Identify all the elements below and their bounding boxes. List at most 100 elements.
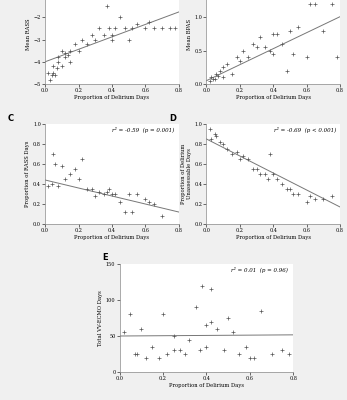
Point: [101, 191, 106, 197]
Point: [321, 196, 326, 202]
Point: [109, 191, 115, 197]
Point: [168, 25, 173, 32]
Point: [224, 146, 229, 152]
Point: [257, 34, 263, 40]
Point: [229, 151, 234, 157]
Point: [208, 318, 214, 325]
Point: [307, 1, 313, 7]
Point: [312, 196, 318, 202]
Point: [215, 73, 221, 79]
Point: [59, 163, 65, 169]
Y-axis label: Proportion of RASS Days: Proportion of RASS Days: [25, 141, 30, 207]
Point: [284, 68, 289, 74]
Point: [129, 25, 135, 32]
Point: [160, 311, 166, 318]
Text: D: D: [169, 114, 176, 123]
Point: [146, 18, 151, 25]
Point: [265, 176, 271, 182]
Point: [240, 153, 246, 159]
Point: [254, 166, 259, 172]
Point: [67, 48, 73, 54]
Point: [243, 344, 248, 350]
Point: [134, 21, 140, 27]
Point: [207, 78, 213, 84]
Point: [84, 41, 90, 47]
Point: [287, 28, 293, 34]
Point: [214, 71, 219, 77]
Point: [254, 44, 259, 50]
X-axis label: Proportion of Delirium Days: Proportion of Delirium Days: [74, 235, 150, 240]
Point: [307, 193, 313, 199]
Point: [73, 41, 78, 47]
Point: [237, 58, 243, 64]
Point: [258, 308, 263, 314]
Point: [257, 171, 263, 177]
Point: [193, 304, 198, 310]
Point: [164, 351, 170, 357]
X-axis label: Proportion of Delirium Days: Proportion of Delirium Days: [236, 235, 311, 240]
Point: [290, 51, 296, 57]
Point: [178, 347, 183, 354]
Point: [51, 70, 56, 76]
Point: [101, 32, 106, 38]
Text: r² = -0.59  (p = 0.001): r² = -0.59 (p = 0.001): [112, 127, 175, 133]
Point: [171, 347, 177, 354]
Point: [224, 61, 229, 67]
Point: [247, 354, 253, 361]
Point: [279, 41, 285, 47]
Point: [329, 193, 335, 199]
Y-axis label: Total VV-ECMO Days: Total VV-ECMO Days: [98, 290, 103, 346]
Point: [126, 191, 132, 197]
Point: [210, 76, 216, 82]
Point: [159, 213, 165, 219]
Point: [62, 176, 68, 182]
Point: [56, 58, 61, 65]
X-axis label: Proportion of Delirium Days: Proportion of Delirium Days: [236, 95, 311, 100]
Point: [51, 151, 56, 157]
Point: [220, 141, 226, 147]
Point: [59, 63, 65, 70]
Point: [126, 36, 132, 43]
Point: [290, 191, 296, 197]
Point: [134, 191, 140, 197]
Point: [245, 156, 251, 162]
Point: [129, 209, 135, 215]
Point: [52, 161, 58, 167]
Point: [59, 48, 65, 54]
Point: [89, 32, 95, 38]
Y-axis label: Mean BPAS: Mean BPAS: [187, 18, 192, 50]
Point: [138, 326, 144, 332]
Point: [296, 24, 301, 30]
Point: [214, 133, 219, 139]
Point: [321, 28, 326, 34]
Point: [212, 131, 218, 137]
Point: [56, 54, 61, 60]
Text: r² = 0.01  (p = 0.96): r² = 0.01 (p = 0.96): [231, 267, 288, 273]
Point: [284, 186, 289, 192]
Point: [106, 25, 111, 32]
Point: [84, 186, 90, 192]
Point: [146, 199, 151, 205]
Point: [312, 1, 318, 7]
Point: [62, 54, 68, 60]
Point: [204, 344, 209, 350]
Point: [66, 52, 71, 58]
Point: [62, 50, 68, 56]
Point: [208, 286, 214, 292]
Point: [96, 25, 101, 32]
Point: [182, 351, 187, 357]
Point: [112, 25, 118, 32]
Text: r² = -0.69  (p < 0.001): r² = -0.69 (p < 0.001): [274, 127, 336, 133]
Point: [47, 76, 53, 83]
Point: [199, 282, 205, 289]
Point: [296, 191, 301, 197]
Point: [67, 171, 73, 177]
Point: [240, 48, 246, 54]
Point: [150, 344, 155, 350]
Point: [186, 336, 192, 343]
Point: [226, 315, 231, 321]
Point: [143, 354, 149, 361]
Point: [270, 51, 276, 57]
Point: [56, 183, 61, 189]
Point: [122, 209, 128, 215]
